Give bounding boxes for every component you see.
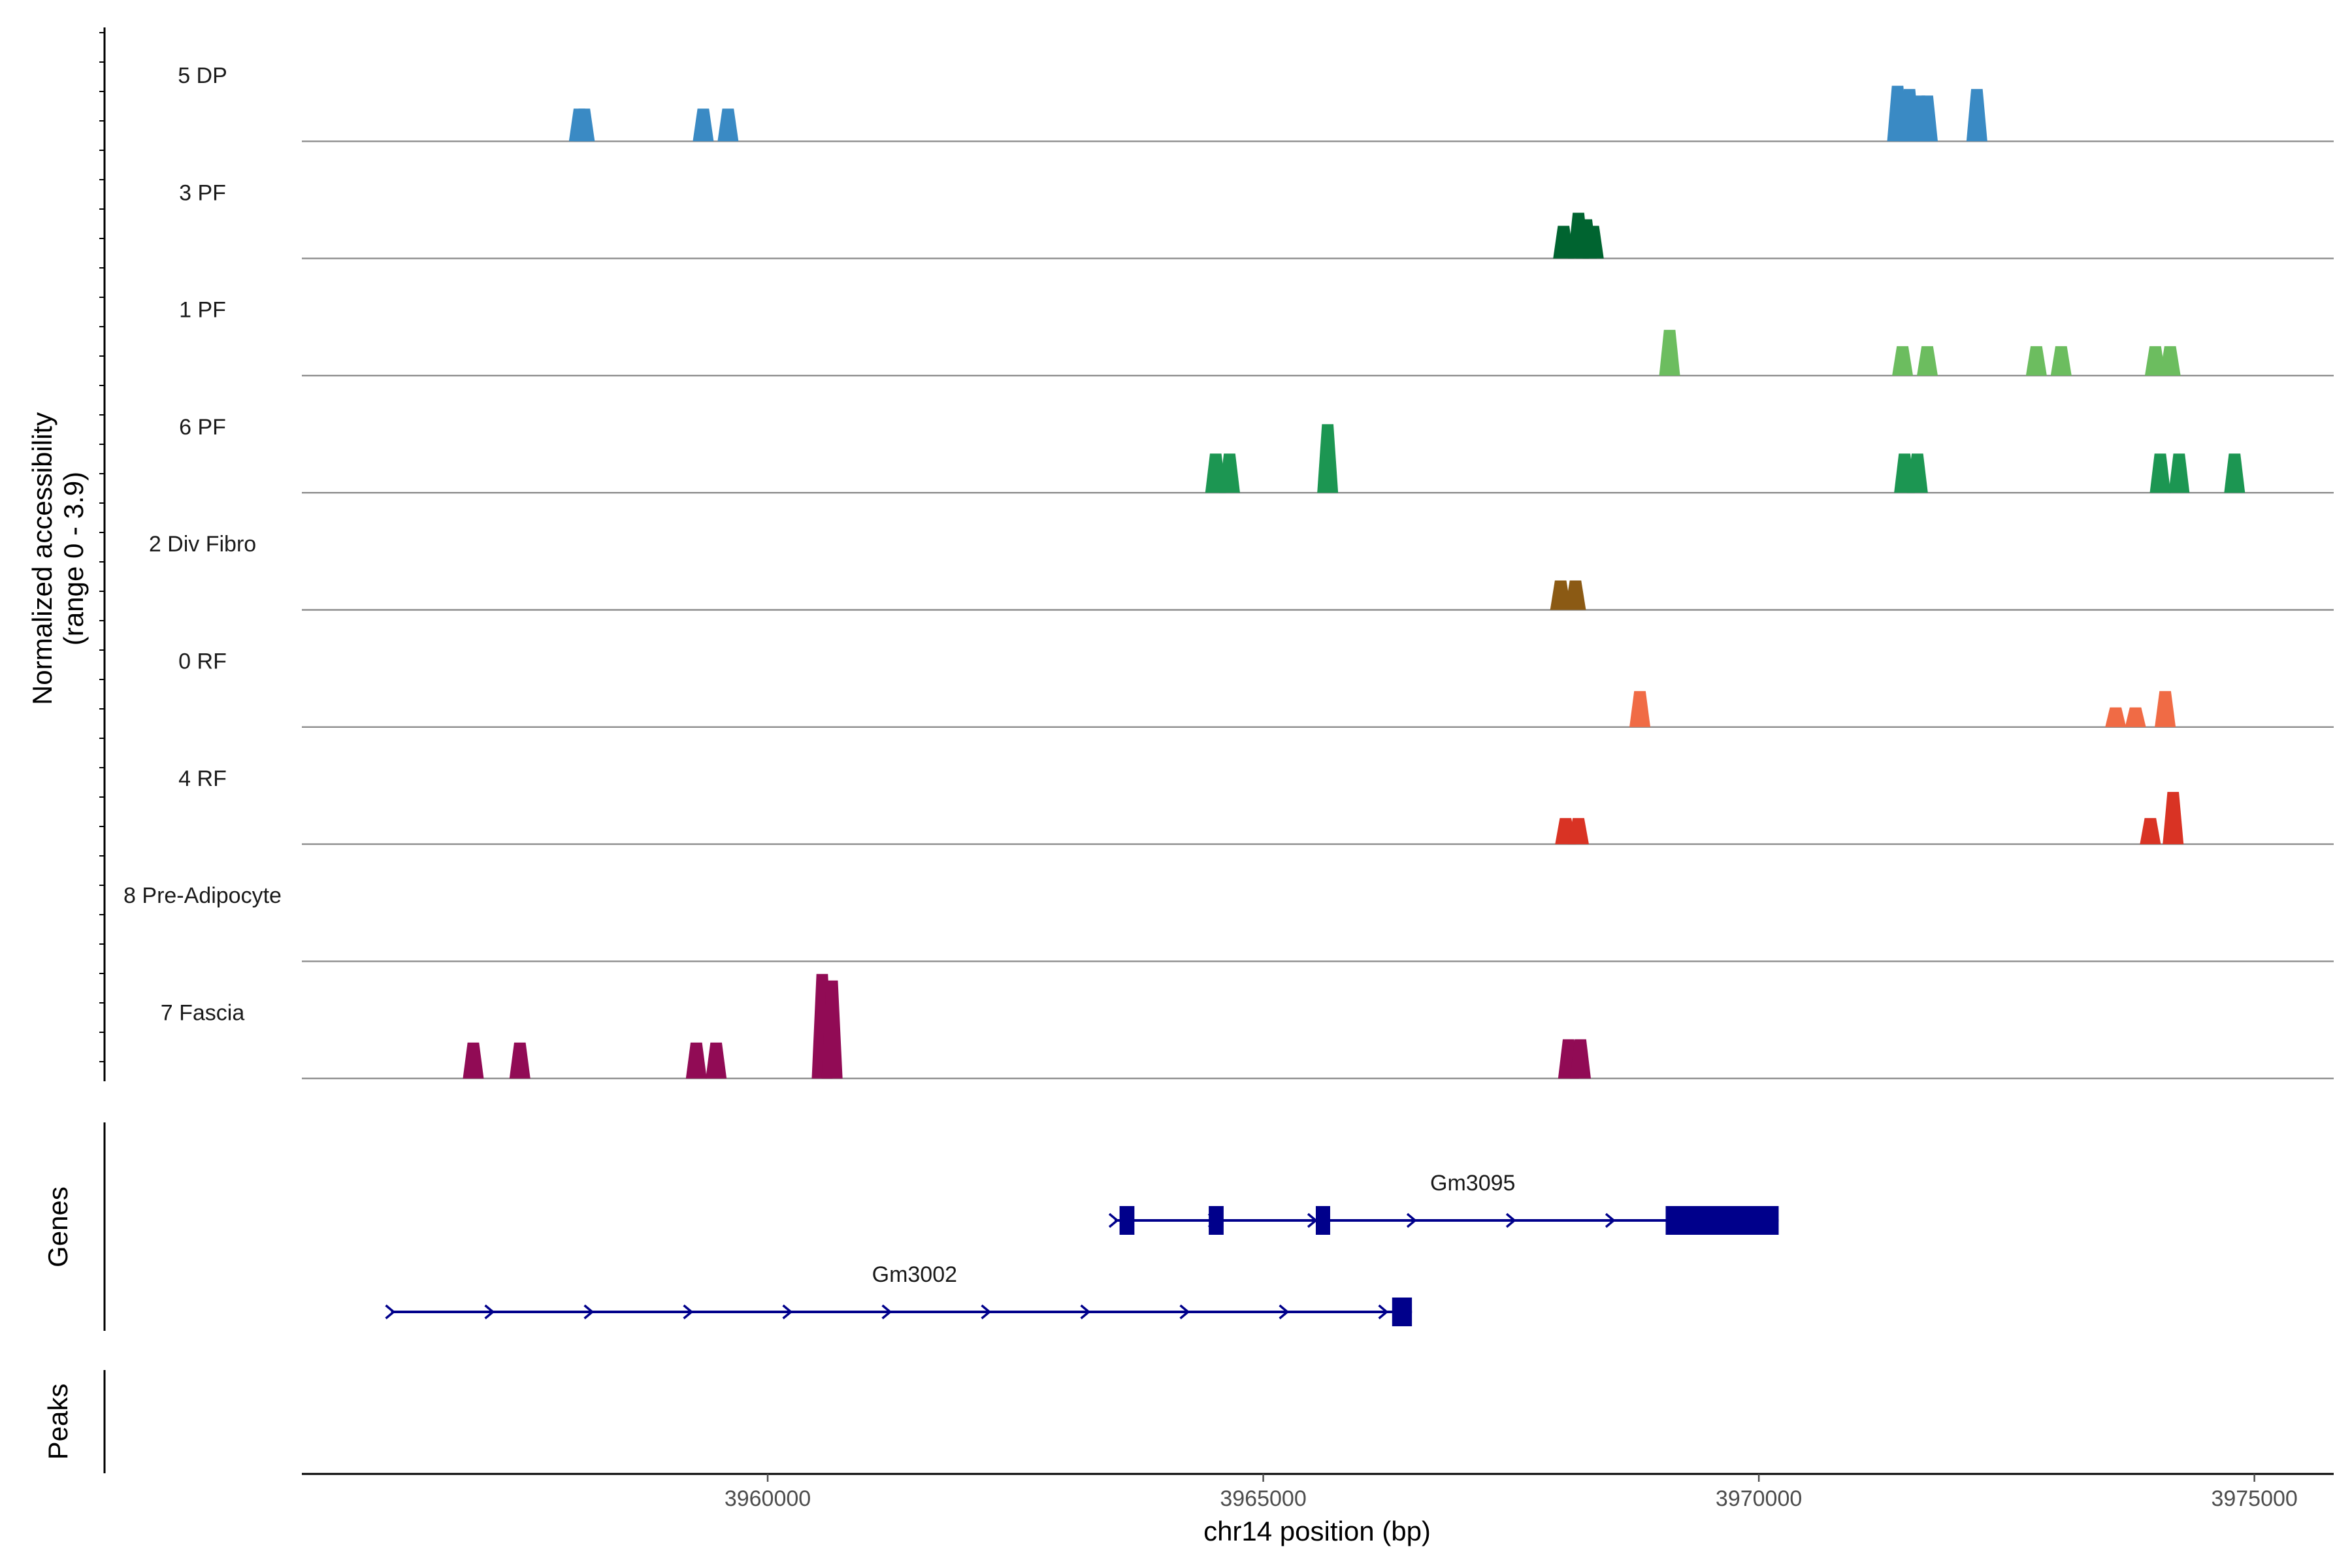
accessibility-peak	[1550, 580, 1571, 610]
coverage-track: 4 RF	[178, 766, 2334, 845]
gene-model: Gm3095	[1108, 1171, 1779, 1235]
accessibility-peak	[1553, 225, 1575, 259]
track-label: 7 Fascia	[161, 1000, 245, 1025]
accessibility-peak	[706, 1042, 727, 1079]
strand-arrow	[1406, 1213, 1417, 1228]
accessibility-peak	[2163, 792, 2184, 845]
track-label: 2 Div Fibro	[149, 532, 256, 557]
accessibility-peak	[2125, 707, 2146, 727]
accessibility-peak	[685, 1042, 707, 1079]
accessibility-peak	[2105, 707, 2127, 727]
gene-exon	[1665, 1206, 1779, 1235]
accessibility-peak	[2159, 346, 2181, 376]
strand-arrow	[981, 1304, 992, 1320]
gene-exon	[1392, 1298, 1413, 1326]
strand-arrow	[1080, 1304, 1091, 1320]
coverage-track: 2 Div Fibro	[149, 532, 2334, 611]
accessibility-peak	[821, 980, 843, 1079]
strand-arrow	[782, 1304, 793, 1320]
strand-arrow	[1279, 1304, 1290, 1320]
track-label: 3 PF	[179, 180, 226, 205]
accessibility-peak	[2140, 818, 2161, 845]
strand-arrow	[484, 1304, 495, 1320]
x-tick-label: 3960000	[725, 1486, 811, 1511]
track-label: 4 RF	[178, 766, 227, 791]
coverage-track: 5 DP	[178, 63, 2334, 142]
accessibility-peak	[1218, 453, 1240, 493]
gene-exon	[1119, 1206, 1135, 1235]
strand-arrow	[683, 1304, 694, 1320]
accessibility-peak	[1659, 329, 1680, 376]
accessibility-peak	[1629, 691, 1651, 727]
strand-arrow	[1179, 1304, 1190, 1320]
accessibility-peak	[1917, 346, 1938, 376]
strand-arrow	[881, 1304, 892, 1320]
accessibility-peak	[2050, 346, 2072, 376]
accessibility-peak	[693, 108, 714, 142]
strand-arrow	[385, 1304, 396, 1320]
x-tick-label: 3970000	[1716, 1486, 1802, 1511]
coverage-track: 8 Pre-Adipocyte	[123, 883, 2334, 962]
track-label: 0 RF	[178, 649, 227, 674]
accessibility-peak	[1570, 1039, 1592, 1079]
track-label: 1 PF	[179, 298, 226, 323]
strand-arrow	[1108, 1213, 1119, 1228]
accessibility-peak	[2224, 453, 2246, 493]
coverage-track: 1 PF	[179, 298, 2334, 377]
accessibility-peak	[717, 108, 739, 142]
track-label: 6 PF	[179, 415, 226, 440]
accessibility-peak	[574, 108, 595, 142]
coverage-tracks: 5 DP 3 PF 1 PF 6 PF 2 Div Fibro 0 RF 4 RF 8 Pre…	[123, 63, 2334, 1079]
accessibility-peak	[1917, 95, 1938, 142]
strand-arrow	[1378, 1304, 1389, 1320]
gene-exon	[1315, 1206, 1330, 1235]
accessibility-peak	[1966, 89, 1987, 142]
accessibility-peak	[2144, 346, 2166, 376]
x-tick-label: 3965000	[1220, 1486, 1306, 1511]
accessibility-peak	[1892, 346, 1914, 376]
gene-name-label: Gm3002	[872, 1262, 957, 1287]
accessibility-peak	[2155, 691, 2176, 727]
accessibility-peak	[2025, 346, 2047, 376]
y-axis-title-line-1: Normalized accessibility	[27, 412, 57, 705]
x-axis-ticks: 3960000 3965000 3970000 3975000	[725, 1474, 2298, 1511]
strand-arrow	[1605, 1213, 1616, 1228]
peaks-track-label: Peaks	[42, 1384, 73, 1460]
genes-track: Gm3095 Gm3002	[385, 1171, 1779, 1326]
x-axis-title: chr14 position (bp)	[1203, 1516, 1431, 1546]
track-label: 5 DP	[178, 63, 227, 88]
coverage-track: 6 PF	[179, 415, 2334, 494]
accessibility-peak	[463, 1042, 484, 1079]
y-axis-title-line-2: (range 0 - 3.9)	[58, 472, 89, 645]
accessibility-peak	[509, 1042, 531, 1079]
x-tick-label: 3975000	[2211, 1486, 2297, 1511]
coverage-track: 3 PF	[179, 180, 2334, 259]
y-axis-title: Normalized accessibility (range 0 - 3.9)	[27, 412, 89, 705]
accessibility-peak	[2149, 453, 2171, 493]
gene-model: Gm3002	[385, 1262, 1413, 1326]
strand-arrow	[1505, 1213, 1516, 1228]
genes-track-label: Genes	[42, 1186, 73, 1267]
track-label: 8 Pre-Adipocyte	[123, 883, 282, 908]
accessibility-peak	[1906, 453, 1928, 493]
gene-exon	[1209, 1206, 1224, 1235]
gene-name-label: Gm3095	[1430, 1171, 1515, 1196]
coverage-y-axis-ticks	[99, 32, 105, 1062]
accessibility-peak	[2168, 453, 2190, 493]
strand-arrow	[583, 1304, 595, 1320]
accessibility-peak	[1565, 580, 1586, 610]
coverage-track: 7 Fascia	[161, 973, 2334, 1079]
accessibility-peak	[1582, 225, 1604, 259]
accessibility-peak	[1567, 818, 1589, 845]
accessibility-peak	[1317, 424, 1339, 493]
coverage-track: 0 RF	[178, 649, 2334, 728]
